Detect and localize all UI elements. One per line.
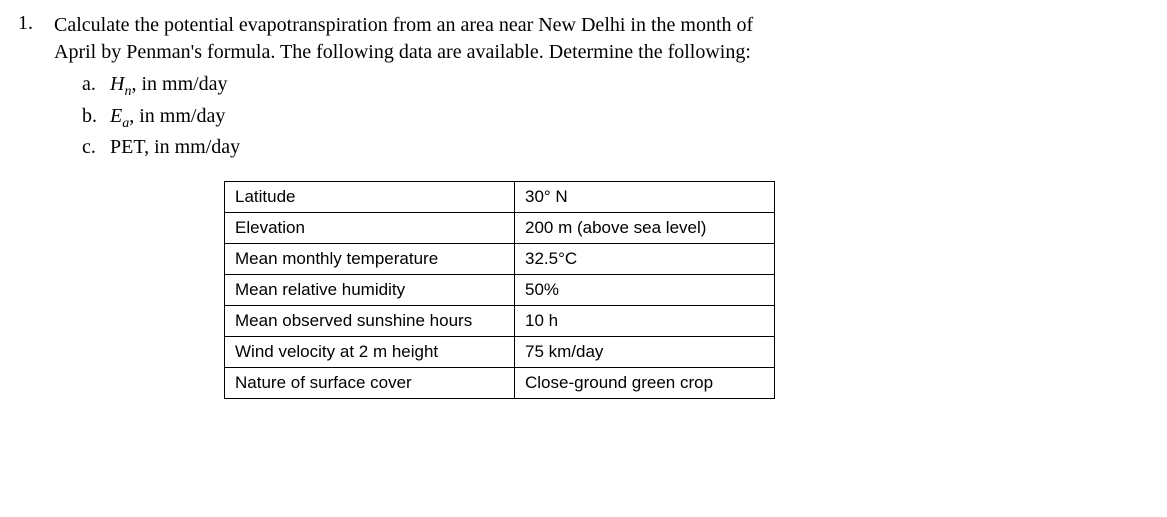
subitem-list: a. Hn, in mm/day b. Ea, in mm/day c. PET… [82, 70, 1149, 161]
table-row: Nature of surface cover Close-ground gre… [225, 368, 775, 399]
table-label: Mean observed sunshine hours [225, 306, 515, 337]
subitem-suffix: , in mm/day [131, 73, 227, 95]
data-table: Latitude 30° N Elevation 200 m (above se… [224, 181, 775, 399]
table-label: Latitude [225, 182, 515, 213]
table-value: 10 h [515, 306, 775, 337]
subitem-letter: b. [82, 102, 110, 134]
table-row: Mean relative humidity 50% [225, 275, 775, 306]
table-value: Close-ground green crop [515, 368, 775, 399]
table-row: Elevation 200 m (above sea level) [225, 213, 775, 244]
subitem-a: a. Hn, in mm/day [82, 70, 1149, 102]
table-label: Wind velocity at 2 m height [225, 337, 515, 368]
subitem-c: c. PET, in mm/day [82, 133, 1149, 161]
table-label: Elevation [225, 213, 515, 244]
table-label: Mean monthly temperature [225, 244, 515, 275]
subitem-content: Ea, in mm/day [110, 102, 225, 134]
table-row: Mean observed sunshine hours 10 h [225, 306, 775, 337]
subitem-b: b. Ea, in mm/day [82, 102, 1149, 134]
table-row: Latitude 30° N [225, 182, 775, 213]
subitem-letter: a. [82, 70, 110, 102]
problem-container: 1. Calculate the potential evapotranspir… [18, 12, 1149, 399]
problem-statement-line1: Calculate the potential evapotranspirati… [54, 14, 753, 36]
table-value: 75 km/day [515, 337, 775, 368]
table-label: Nature of surface cover [225, 368, 515, 399]
subitem-content: Hn, in mm/day [110, 70, 228, 102]
table-label: Mean relative humidity [225, 275, 515, 306]
table-value: 30° N [515, 182, 775, 213]
data-table-container: Latitude 30° N Elevation 200 m (above se… [224, 181, 1149, 399]
subitem-var: H [110, 73, 124, 95]
table-value: 200 m (above sea level) [515, 213, 775, 244]
problem-statement: Calculate the potential evapotranspirati… [54, 12, 1149, 66]
subitem-content: PET, in mm/day [110, 133, 240, 161]
subitem-letter: c. [82, 133, 110, 161]
table-row: Mean monthly temperature 32.5°C [225, 244, 775, 275]
problem-statement-line2: April by Penman's formula. The following… [54, 41, 751, 63]
subitem-suffix: , in mm/day [129, 105, 225, 127]
problem-number: 1. [18, 12, 54, 35]
table-value: 50% [515, 275, 775, 306]
table-value: 32.5°C [515, 244, 775, 275]
subitem-var: E [110, 105, 122, 127]
problem-body: Calculate the potential evapotranspirati… [54, 12, 1149, 399]
table-row: Wind velocity at 2 m height 75 km/day [225, 337, 775, 368]
